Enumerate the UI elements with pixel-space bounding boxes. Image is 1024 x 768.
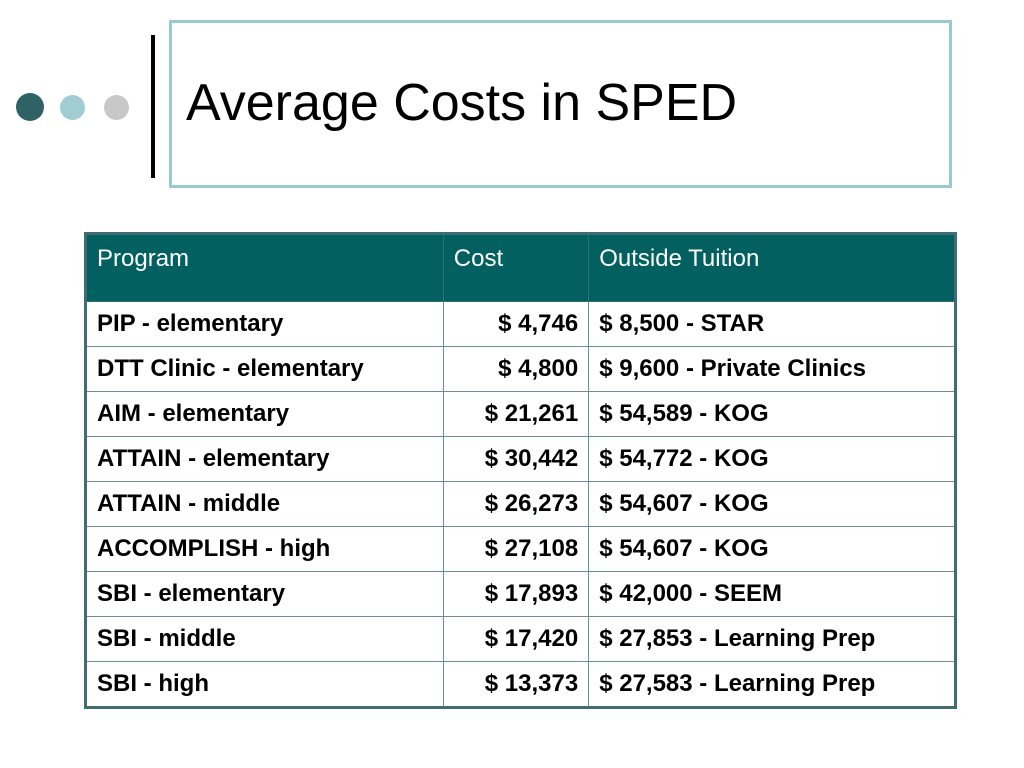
table-row: PIP - elementary $ 4,746 $ 8,500 - STAR: [85, 301, 956, 347]
header-program: Program: [85, 233, 444, 302]
table-row: AIM - elementary $ 21,261 $ 54,589 - KOG: [85, 391, 956, 437]
header-outside-tuition: Outside Tuition: [588, 233, 956, 302]
table-row: SBI - elementary $ 17,893 $ 42,000 - SEE…: [85, 571, 956, 617]
table-header-row: Program Cost Outside Tuition: [85, 233, 956, 302]
program-cell: ACCOMPLISH - high: [85, 526, 444, 572]
program-cell: SBI - middle: [85, 616, 444, 662]
cost-cell: $ 13,373: [442, 661, 590, 708]
outside-tuition-cell: $ 8,500 - STAR: [588, 301, 956, 347]
outside-tuition-cell: $ 42,000 - SEEM: [588, 571, 956, 617]
program-cell: ATTAIN - middle: [85, 481, 444, 527]
cost-cell: $ 21,261: [442, 391, 590, 437]
program-cell: AIM - elementary: [85, 391, 444, 437]
outside-tuition-cell: $ 27,853 - Learning Prep: [588, 616, 956, 662]
table-row: DTT Clinic - elementary $ 4,800 $ 9,600 …: [85, 346, 956, 392]
program-cell: SBI - high: [85, 661, 444, 708]
decorative-dot-light: [60, 95, 85, 120]
table-row: ATTAIN - middle $ 26,273 $ 54,607 - KOG: [85, 481, 956, 527]
table-row: SBI - middle $ 17,420 $ 27,853 - Learnin…: [85, 616, 956, 662]
program-cell: ATTAIN - elementary: [85, 436, 444, 482]
program-cell: DTT Clinic - elementary: [85, 346, 444, 392]
outside-tuition-cell: $ 54,589 - KOG: [588, 391, 956, 437]
header-cost: Cost: [442, 233, 590, 302]
decorative-dot-dark: [16, 93, 44, 121]
table-row: ACCOMPLISH - high $ 27,108 $ 54,607 - KO…: [85, 526, 956, 572]
program-cell: SBI - elementary: [85, 571, 444, 617]
outside-tuition-cell: $ 54,772 - KOG: [588, 436, 956, 482]
outside-tuition-cell: $ 27,583 - Learning Prep: [588, 661, 956, 708]
cost-cell: $ 4,800: [442, 346, 590, 392]
cost-cell: $ 30,442: [442, 436, 590, 482]
outside-tuition-cell: $ 9,600 - Private Clinics: [588, 346, 956, 392]
cost-cell: $ 17,893: [442, 571, 590, 617]
outside-tuition-cell: $ 54,607 - KOG: [588, 526, 956, 572]
costs-table: Program Cost Outside Tuition PIP - eleme…: [84, 232, 957, 709]
program-cell: PIP - elementary: [85, 301, 444, 347]
title-divider-bar: [151, 35, 155, 178]
cost-cell: $ 4,746: [442, 301, 590, 347]
slide-title: Average Costs in SPED: [186, 74, 738, 132]
outside-tuition-cell: $ 54,607 - KOG: [588, 481, 956, 527]
cost-cell: $ 27,108: [442, 526, 590, 572]
title-box: Average Costs in SPED: [169, 20, 952, 188]
cost-cell: $ 26,273: [442, 481, 590, 527]
table-row: SBI - high $ 13,373 $ 27,583 - Learning …: [85, 661, 956, 708]
decorative-dot-gray: [104, 95, 129, 120]
table-row: ATTAIN - elementary $ 30,442 $ 54,772 - …: [85, 436, 956, 482]
cost-cell: $ 17,420: [442, 616, 590, 662]
